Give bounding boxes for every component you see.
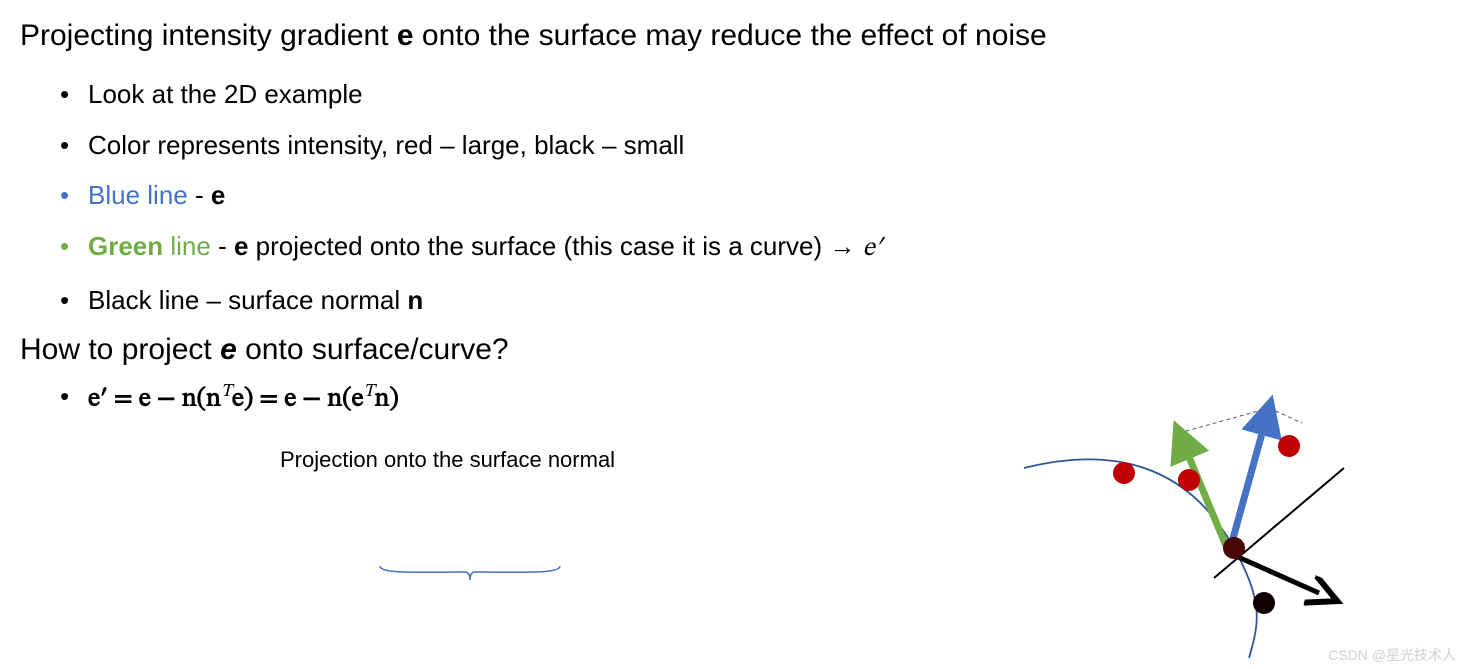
bullet-4: Green line - e projected onto the surfac… xyxy=(60,221,1444,275)
underbrace xyxy=(370,564,570,591)
subheading: How to project e onto surface/curve? xyxy=(20,333,1444,367)
subheading-e: e xyxy=(220,333,237,366)
bullet-2-text: Color represents intensity, red – large,… xyxy=(88,130,684,160)
watermark: CSDN @星光技术人 xyxy=(1328,645,1456,665)
headline-e: e xyxy=(397,19,414,52)
bullet-2: Color represents intensity, red – large,… xyxy=(60,120,1444,171)
headline-pre: Projecting intensity gradient xyxy=(20,19,397,52)
bullet-1: Look at the 2D example xyxy=(60,69,1444,120)
eq-sup2: T xyxy=(364,383,375,401)
headline: Projecting intensity gradient e onto the… xyxy=(20,10,1444,61)
subheading-post: onto surface/curve? xyxy=(237,333,509,366)
eq-sup1: T xyxy=(221,383,232,401)
bullet-4-sep: - xyxy=(211,231,234,261)
bullet-3-e: e xyxy=(211,180,225,210)
vector-diagram xyxy=(1004,378,1404,658)
bullet-5-text: Black line – surface normal xyxy=(88,285,407,315)
bullet-3: Blue line - e xyxy=(60,170,1444,221)
brace-icon xyxy=(375,564,565,586)
bullet-4-eprime: e′ xyxy=(863,236,883,262)
bullet-4-e: e xyxy=(234,231,248,261)
eq-p2: e) = e − n(e xyxy=(232,387,364,413)
bullet-3-prefix: Blue line xyxy=(88,180,188,210)
headline-post: onto the surface may reduce the effect o… xyxy=(414,19,1047,52)
bullet-4-bold: Green xyxy=(88,231,163,261)
bullet-3-sep: - xyxy=(188,180,211,210)
bullet-5-n: n xyxy=(407,285,423,315)
subheading-pre: How to project xyxy=(20,333,220,366)
eq-p1: e′ = e − n(n xyxy=(88,387,221,413)
bullet-4-tail: projected onto the surface (this case it… xyxy=(248,231,862,261)
bullet-4-rest: line xyxy=(163,231,211,261)
bullet-5: Black line – surface normal n xyxy=(60,275,1444,326)
bullet-1-text: Look at the 2D example xyxy=(88,79,363,109)
eq-p3: n) xyxy=(375,387,399,413)
bullet-list: Look at the 2D example Color represents … xyxy=(20,69,1444,325)
